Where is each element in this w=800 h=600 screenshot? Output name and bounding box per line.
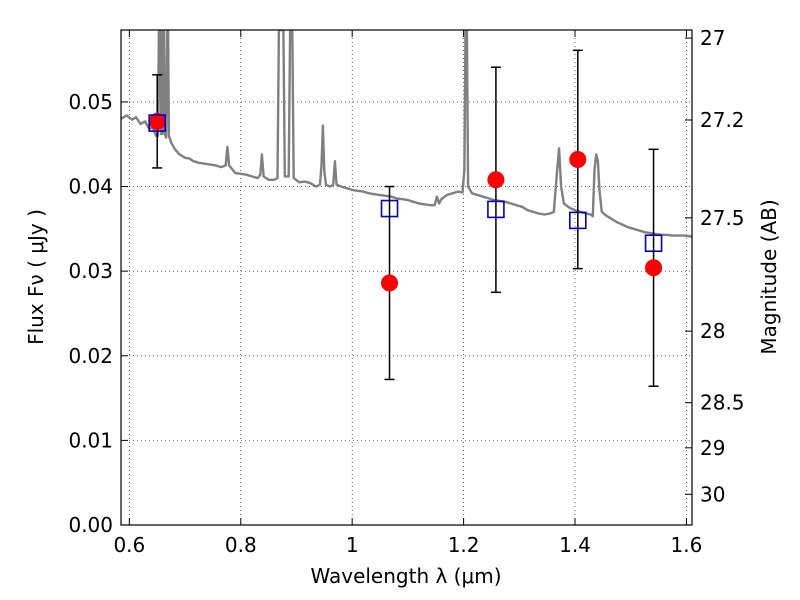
plot-background <box>121 30 692 525</box>
y-axis-label: Flux Fν ( μJy ) <box>24 209 48 345</box>
model-point <box>568 211 587 230</box>
observed-point <box>487 171 505 189</box>
mag-tick-label: 28.5 <box>700 391 745 415</box>
mag-tick-label: 27 <box>700 26 725 50</box>
observed-point <box>569 150 587 168</box>
model-point <box>644 234 663 253</box>
x-tick-label: 0.6 <box>113 533 145 557</box>
mag-tick-label: 28 <box>700 319 725 343</box>
y-tick-label: 0.03 <box>68 259 113 283</box>
y-tick-label: 0.05 <box>68 90 113 114</box>
y-tick-label: 0.01 <box>68 428 113 452</box>
y-tick-label: 0.00 <box>68 513 113 537</box>
x-tick-label: 1.6 <box>671 533 703 557</box>
plot-frame <box>120 29 693 526</box>
y-tick-label: 0.04 <box>68 175 113 199</box>
x-tick-label: 1.4 <box>559 533 591 557</box>
x-tick-label: 0.8 <box>225 533 257 557</box>
grid <box>121 30 692 526</box>
model-point <box>487 200 505 219</box>
markers <box>148 112 663 292</box>
y-tick-label: 0.02 <box>68 344 113 368</box>
mag-tick-label: 29 <box>700 436 725 460</box>
model-point <box>148 114 167 132</box>
x-tick-label: 1 <box>346 533 359 557</box>
x-axis-label: Wavelength λ (μm) <box>310 564 501 588</box>
mag-tick-label: 27.5 <box>700 206 745 230</box>
observed-point <box>645 259 663 277</box>
ticks: 0.6 0.8 1 1.2 1.4 1.6 0.00 0.01 0.02 0.03 0.04 0.05… <box>68 26 744 557</box>
model-point <box>380 199 399 218</box>
x-tick-label: 1.2 <box>448 533 480 557</box>
right-axis-label: Magnitude (AB) <box>757 199 781 354</box>
observed-point <box>381 274 399 292</box>
mag-tick-label: 30 <box>700 482 725 506</box>
mag-tick-label: 27.2 <box>700 108 745 132</box>
